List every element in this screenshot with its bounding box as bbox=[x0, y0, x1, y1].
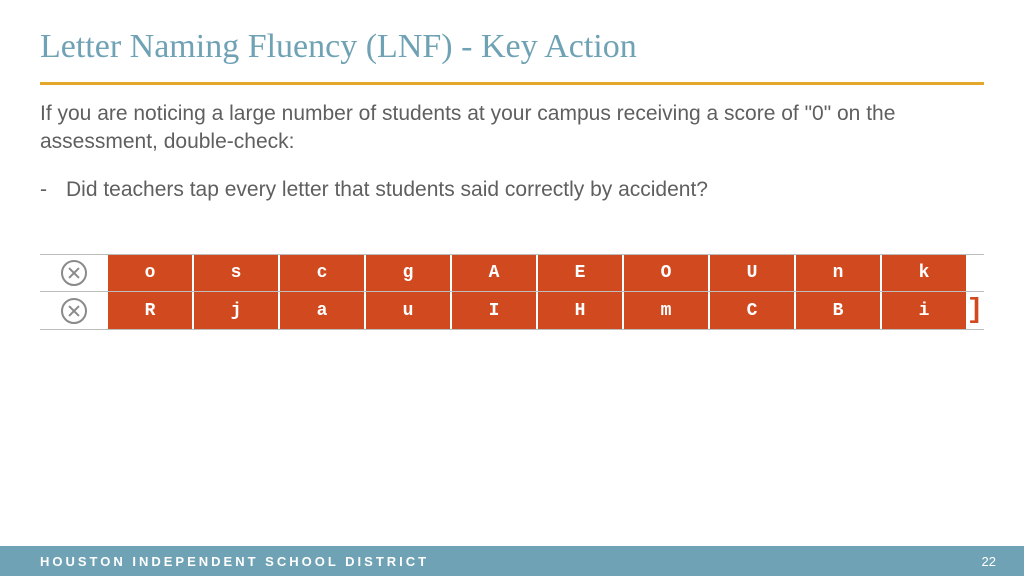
letter-cell[interactable]: g bbox=[364, 255, 450, 291]
letter-cell[interactable]: k bbox=[880, 255, 966, 291]
slide: Letter Naming Fluency (LNF) - Key Action… bbox=[0, 0, 1024, 576]
letter-cell[interactable]: c bbox=[278, 255, 364, 291]
row-x-button[interactable] bbox=[40, 292, 108, 329]
letter-cell[interactable]: O bbox=[622, 255, 708, 291]
x-icon bbox=[61, 298, 87, 324]
letter-cell[interactable]: o bbox=[108, 255, 192, 291]
letter-cell[interactable]: s bbox=[192, 255, 278, 291]
row-end-bracket bbox=[966, 255, 984, 291]
letter-cell[interactable]: A bbox=[450, 255, 536, 291]
intro-text: If you are noticing a large number of st… bbox=[40, 100, 984, 157]
letter-cell[interactable]: C bbox=[708, 292, 794, 329]
letter-table: oscgAEOUnkRjauIHmCBi] bbox=[40, 254, 984, 330]
letter-cells: oscgAEOUnk bbox=[108, 255, 966, 291]
letter-cell[interactable]: i bbox=[880, 292, 966, 329]
title-rule bbox=[40, 82, 984, 85]
letter-cell[interactable]: n bbox=[794, 255, 880, 291]
letter-cell[interactable]: I bbox=[450, 292, 536, 329]
row-end-bracket: ] bbox=[966, 292, 984, 329]
slide-title: Letter Naming Fluency (LNF) - Key Action bbox=[40, 28, 637, 66]
letter-cell[interactable]: R bbox=[108, 292, 192, 329]
letter-cell[interactable]: a bbox=[278, 292, 364, 329]
letter-cells: RjauIHmCBi bbox=[108, 292, 966, 329]
letter-cell[interactable]: H bbox=[536, 292, 622, 329]
letter-cell[interactable]: U bbox=[708, 255, 794, 291]
letter-cell[interactable]: m bbox=[622, 292, 708, 329]
letter-cell[interactable]: B bbox=[794, 292, 880, 329]
letter-cell[interactable]: j bbox=[192, 292, 278, 329]
x-icon bbox=[61, 260, 87, 286]
letter-cell[interactable]: u bbox=[364, 292, 450, 329]
bullet-dash: - bbox=[40, 178, 66, 202]
row-x-button[interactable] bbox=[40, 255, 108, 291]
bullet-row: - Did teachers tap every letter that stu… bbox=[40, 178, 984, 202]
table-row: RjauIHmCBi] bbox=[40, 292, 984, 330]
bullet-text: Did teachers tap every letter that stude… bbox=[66, 178, 708, 202]
letter-cell[interactable]: E bbox=[536, 255, 622, 291]
footer-bar: HOUSTON INDEPENDENT SCHOOL DISTRICT 22 bbox=[0, 546, 1024, 576]
table-row: oscgAEOUnk bbox=[40, 254, 984, 292]
page-number: 22 bbox=[982, 554, 996, 569]
footer-org: HOUSTON INDEPENDENT SCHOOL DISTRICT bbox=[40, 554, 429, 569]
